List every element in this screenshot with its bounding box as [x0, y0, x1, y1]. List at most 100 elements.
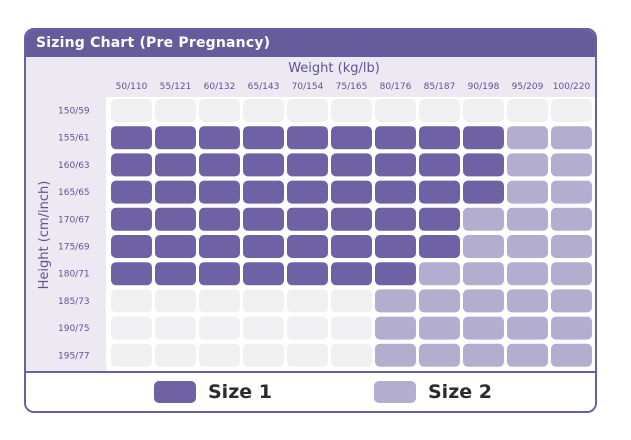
heatmap-cell	[155, 99, 196, 122]
heatmap-cell	[463, 99, 504, 122]
heatmap-cell	[331, 343, 372, 367]
heatmap-cell	[155, 262, 196, 286]
heatmap-cell	[463, 343, 504, 367]
heatmap-cell	[419, 207, 460, 231]
heatmap-cell	[111, 99, 152, 122]
heatmap-cell	[419, 316, 460, 340]
heatmap-cell	[419, 235, 460, 258]
y-tick-label: 170/67	[58, 215, 90, 225]
heatmap-cell	[111, 235, 152, 258]
heatmap-cell	[463, 289, 504, 313]
heatmap-cell	[463, 180, 504, 204]
heatmap-plot: Weight (kg/lb) 50/110 55/121 60/132 65/143 70…	[37, 61, 592, 367]
heatmap-cell	[111, 316, 152, 340]
heatmap-cell	[287, 289, 328, 313]
heatmap-cell	[199, 235, 240, 258]
legend-swatch-size-1	[154, 381, 196, 403]
heatmap-cell	[111, 126, 152, 150]
y-tick-label: 175/69	[58, 243, 90, 253]
heatmap-cell	[199, 207, 240, 231]
heatmap-cell	[243, 235, 284, 258]
heatmap-cell	[463, 316, 504, 340]
heatmap-cell	[463, 235, 504, 258]
y-tick-label: 150/59	[58, 107, 90, 117]
heatmap-cell	[111, 289, 152, 313]
heatmap-cell	[243, 99, 284, 122]
legend-label-size-2: Size 2	[428, 381, 492, 403]
heatmap-cell	[507, 289, 548, 313]
heatmap-cell	[551, 262, 592, 286]
x-axis-title: Weight (kg/lb)	[288, 61, 380, 76]
heatmap-cell	[375, 262, 416, 286]
heatmap-cell	[375, 126, 416, 150]
heatmap-cell	[155, 343, 196, 367]
x-tick-label: 75/165	[336, 82, 368, 92]
heatmap-cell	[243, 180, 284, 204]
height-label-band	[26, 97, 106, 375]
heatmap-cell	[551, 235, 592, 258]
heatmap-cell	[331, 180, 372, 204]
x-tick-label: 55/121	[160, 82, 192, 92]
legend: Size 1 Size 2	[26, 371, 595, 411]
heatmap-cell	[111, 153, 152, 177]
heatmap-cell	[199, 343, 240, 367]
x-tick-label: 95/209	[512, 82, 544, 92]
heatmap-cell	[551, 207, 592, 231]
x-tick-label: 65/143	[248, 82, 280, 92]
weight-header-band	[26, 57, 595, 97]
heatmap-cell	[419, 289, 460, 313]
heatmap-cell	[111, 262, 152, 286]
y-axis-title: Height (cm/inch)	[37, 181, 52, 290]
heatmap-cell	[155, 289, 196, 313]
heatmap-cell	[507, 180, 548, 204]
heatmap-cell	[243, 343, 284, 367]
heatmap-cell	[551, 289, 592, 313]
y-tick-label: 185/73	[58, 297, 90, 307]
heatmap-cell	[243, 262, 284, 286]
heatmap-cell	[507, 235, 548, 258]
heatmap-cell	[199, 180, 240, 204]
x-tick-label: 80/176	[380, 82, 412, 92]
heatmap-cell	[199, 153, 240, 177]
heatmap-cell	[419, 99, 460, 122]
heatmap-cell	[243, 153, 284, 177]
heatmap-cell	[243, 316, 284, 340]
heatmap-cell	[375, 343, 416, 367]
heatmap-cell	[287, 343, 328, 367]
heatmap-cell	[287, 262, 328, 286]
heatmap-cell	[331, 153, 372, 177]
x-tick-label: 85/187	[424, 82, 456, 92]
heatmap-cell	[375, 99, 416, 122]
heatmap-cell	[507, 99, 548, 122]
heatmap-cell	[419, 343, 460, 367]
y-tick-label: 165/65	[58, 188, 90, 198]
heatmap-cell	[331, 126, 372, 150]
heatmap-cell	[551, 153, 592, 177]
x-tick-label: 100/220	[553, 82, 591, 92]
x-tick-label: 50/110	[116, 82, 148, 92]
heatmap-cell	[507, 316, 548, 340]
heatmap-cell	[287, 180, 328, 204]
y-tick-label: 195/77	[58, 351, 90, 361]
heatmap-cell	[551, 180, 592, 204]
heatmap-cell	[463, 262, 504, 286]
sizing-chart-frame: Sizing Chart (Pre Pregnancy) Weight (kg/…	[24, 28, 597, 413]
heatmap-cell	[551, 99, 592, 122]
heatmap-cell	[331, 289, 372, 313]
x-tick-label: 70/154	[292, 82, 324, 92]
heatmap-cell	[199, 99, 240, 122]
heatmap-cell	[199, 126, 240, 150]
heatmap-cell	[199, 262, 240, 286]
heatmap-cell	[331, 99, 372, 122]
x-tick-label: 60/132	[204, 82, 236, 92]
heatmap-cell	[507, 126, 548, 150]
heatmap-cell	[155, 153, 196, 177]
heatmap-cell	[331, 235, 372, 258]
heatmap-cell	[375, 207, 416, 231]
heatmap-cell	[199, 316, 240, 340]
heatmap-cell	[507, 262, 548, 286]
heatmap-cell	[375, 180, 416, 204]
heatmap-cell	[155, 316, 196, 340]
x-tick-label: 90/198	[468, 82, 500, 92]
y-tick-label: 155/61	[58, 134, 90, 144]
